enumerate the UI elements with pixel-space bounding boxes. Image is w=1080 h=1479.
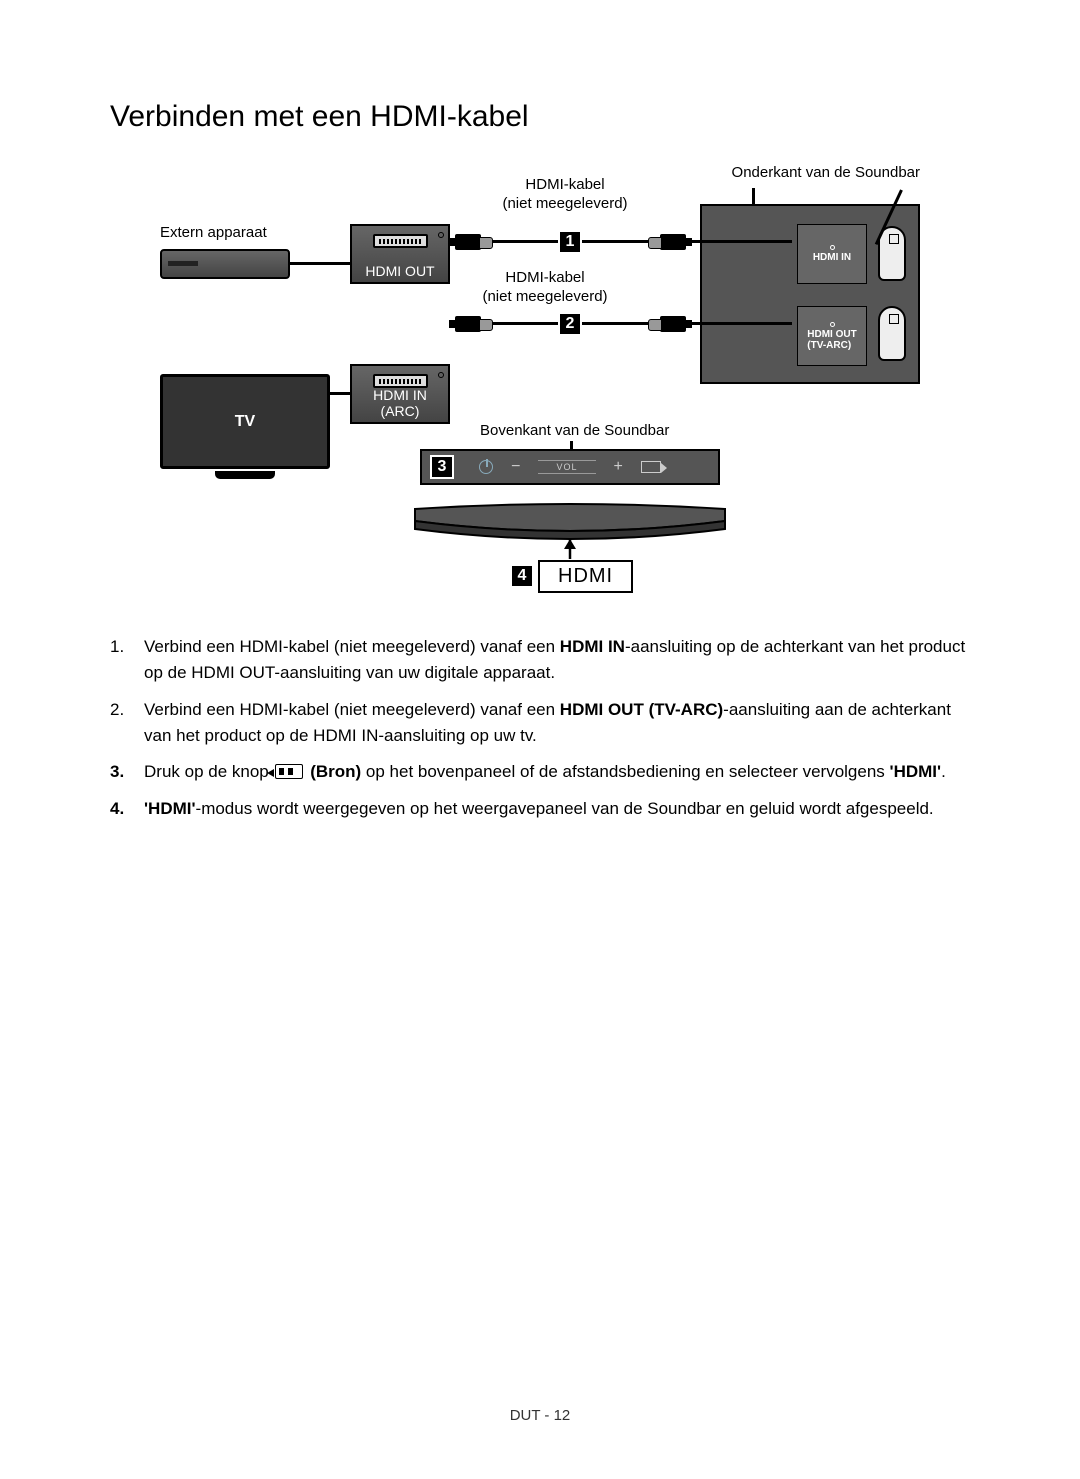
link-line: [290, 262, 350, 265]
step-marker-1: 1: [558, 230, 582, 254]
text: Druk op de knop: [144, 762, 273, 781]
text: (ARC): [381, 403, 420, 419]
label-top-of-soundbar: Bovenkant van de Soundbar: [480, 422, 669, 441]
tv-icon: TV: [160, 374, 330, 479]
text-bold: (Bron): [310, 762, 361, 781]
text-bold: HDMI OUT (TV-ARC): [560, 700, 723, 719]
label-bottom-of-soundbar: Onderkant van de Soundbar: [732, 164, 920, 183]
soundbar-body-icon: [410, 499, 730, 544]
hdmi-out-port-box: HDMI OUT: [350, 224, 450, 284]
label-port-hdmi-in: HDMI IN: [813, 252, 851, 263]
label-hdmi-cable-1: HDMI-kabel (niet meegeleverd): [490, 176, 640, 214]
text-bold: HDMI IN: [560, 637, 625, 656]
source-icon: [275, 764, 303, 779]
hdmi-plug-icon: [455, 234, 481, 250]
instruction-step: 'HDMI'-modus wordt weergegeven op het we…: [110, 796, 970, 822]
external-device-icon: [160, 249, 290, 279]
cable-line: [452, 322, 792, 325]
hdmi-in-arc-port-box: HDMI IN (ARC): [350, 364, 450, 424]
label-tv: TV: [235, 413, 255, 431]
text-bold: 'HDMI': [144, 799, 196, 818]
step-marker-4: 4: [510, 564, 534, 588]
text: (TV-ARC): [807, 340, 851, 351]
soundbar-back-panel: HDMI IN HDMI OUT (TV-ARC): [700, 204, 920, 384]
text: (niet meegeleverd): [482, 288, 607, 305]
text: HDMI OUT: [807, 329, 856, 340]
page-title: Verbinden met een HDMI-kabel: [110, 100, 970, 134]
link-line: [330, 392, 350, 395]
text: (niet meegeleverd): [502, 195, 627, 212]
leader-line: [570, 441, 573, 449]
label-port-hdmi-out: HDMI OUT (TV-ARC): [807, 329, 856, 351]
text: Verbind een HDMI-kabel (niet meegeleverd…: [144, 700, 560, 719]
soundbar-top-panel: − VOL +: [420, 449, 720, 485]
hdmi-plug-icon: [660, 316, 686, 332]
text-bold: HDMI: [894, 762, 937, 781]
volume-up-icon: +: [614, 458, 623, 476]
hdmi-plug-icon: [660, 234, 686, 250]
dot-icon: [830, 322, 835, 327]
dot-icon: [830, 245, 835, 250]
soundbar-hdmi-out-port: HDMI OUT (TV-ARC): [797, 306, 867, 366]
label-hdmi-in-arc: HDMI IN (ARC): [373, 387, 427, 419]
hdmi-plug-icon: [455, 316, 481, 332]
leader-line: [752, 188, 755, 206]
port-slot-icon: [373, 374, 428, 388]
power-icon: [479, 460, 493, 474]
instruction-step: Verbind een HDMI-kabel (niet meegeleverd…: [110, 697, 970, 750]
instruction-step: Druk op de knop (Bron) op het bovenpanee…: [110, 759, 970, 785]
volume-label: VOL: [538, 460, 595, 474]
port-slot-icon: [373, 234, 428, 248]
hdmi-jack-icon: [878, 306, 906, 361]
step-marker-2: 2: [558, 312, 582, 336]
dot-icon: [438, 372, 444, 378]
text: HDMI IN: [373, 387, 427, 403]
instruction-list: Verbind een HDMI-kabel (niet meegeleverd…: [110, 634, 970, 822]
cable-line: [452, 240, 792, 243]
text: HDMI-kabel: [525, 176, 604, 193]
source-icon: [641, 461, 661, 473]
label-hdmi-cable-2: HDMI-kabel (niet meegeleverd): [470, 269, 620, 307]
text: op het bovenpaneel of de afstandsbedieni…: [361, 762, 889, 781]
tv-stand: [215, 471, 275, 479]
hdmi-mode-display: HDMI: [538, 560, 633, 593]
page-footer: DUT - 12: [0, 1407, 1080, 1424]
soundbar-hdmi-in-port: HDMI IN: [797, 224, 867, 284]
volume-down-icon: −: [511, 458, 520, 476]
instruction-step: Verbind een HDMI-kabel (niet meegeleverd…: [110, 634, 970, 687]
dot-icon: [438, 232, 444, 238]
step-marker-3: 3: [430, 455, 454, 479]
text: Verbind een HDMI-kabel (niet meegeleverd…: [144, 637, 560, 656]
text: HDMI-kabel: [505, 269, 584, 286]
text: -modus wordt weergegeven op het weergave…: [196, 799, 934, 818]
label-external-device: Extern apparaat: [160, 224, 267, 243]
connection-diagram: Onderkant van de Soundbar HDMI-kabel (ni…: [160, 164, 920, 604]
tv-screen: TV: [160, 374, 330, 469]
text: .: [941, 762, 946, 781]
label-hdmi-out: HDMI OUT: [365, 263, 434, 279]
